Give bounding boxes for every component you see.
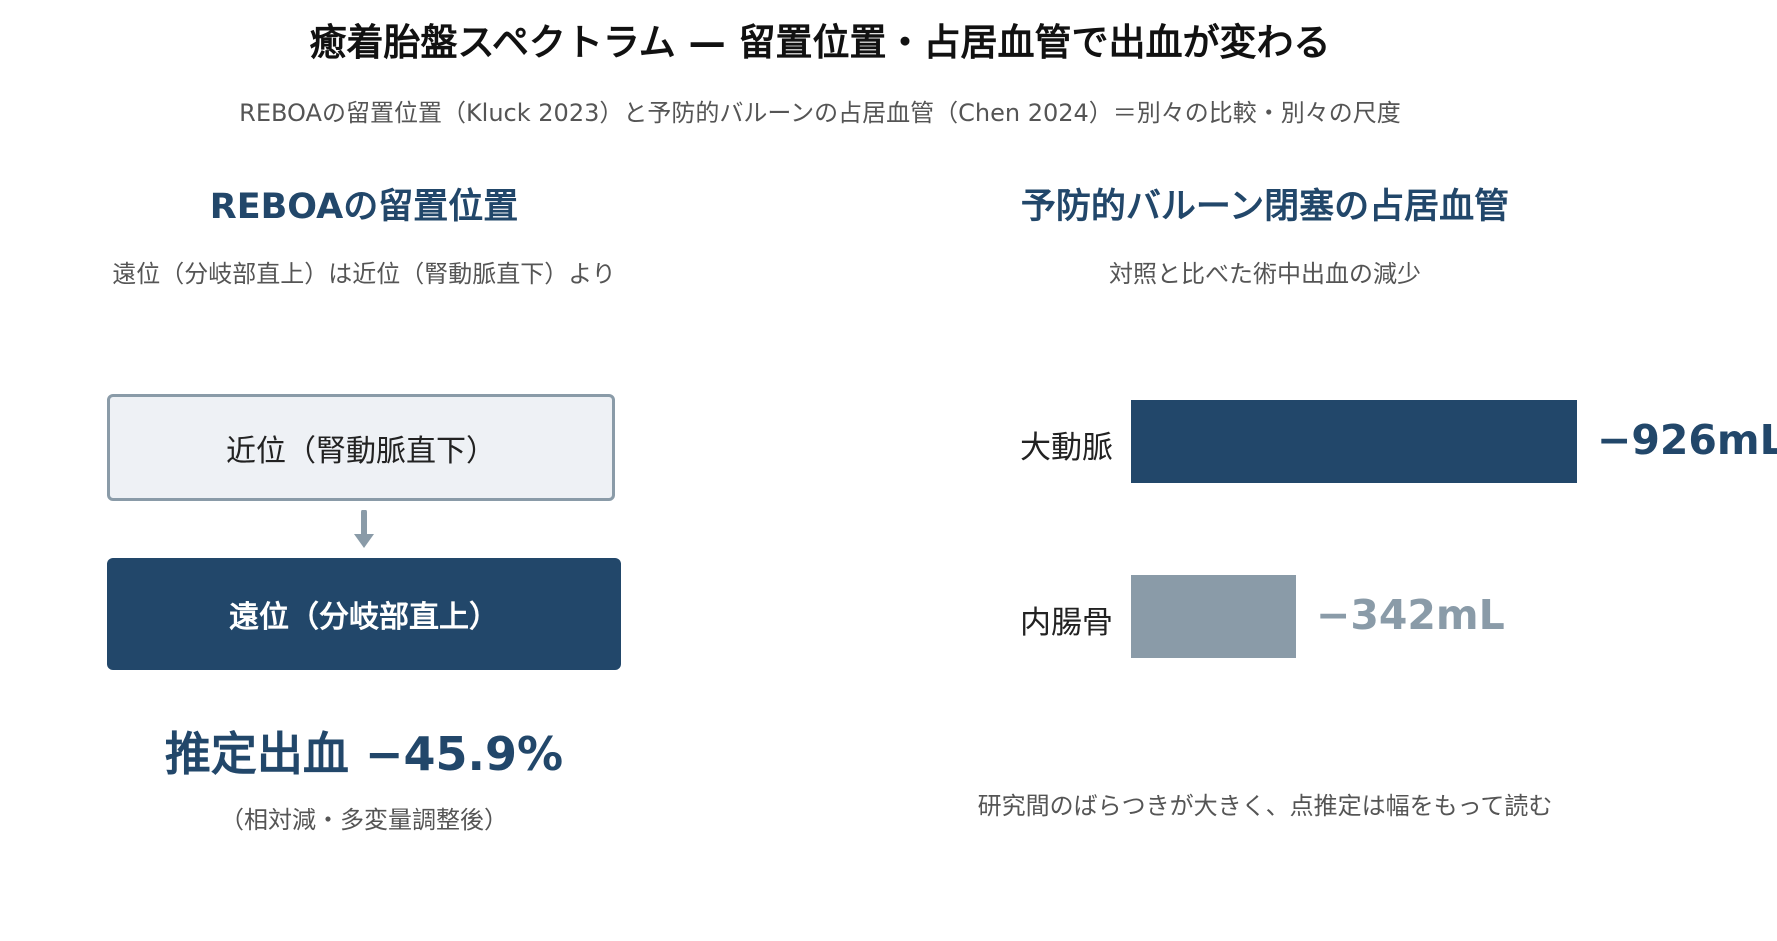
proximal-box: 近位（腎動脈直下） <box>107 394 615 501</box>
bar-value-label: −926mL <box>1597 416 1777 464</box>
estimate-note: （相対減・多変量調整後） <box>220 806 508 834</box>
left-panel-subtitle: 遠位（分岐部直上）は近位（腎動脈直下）より <box>112 260 616 288</box>
arrow-down-icon <box>354 510 374 548</box>
proximal-box-label: 近位（腎動脈直下） <box>226 433 496 469</box>
bar-category-label: 内腸骨 <box>1020 605 1113 641</box>
right-panel-subtitle: 対照と比べた術中出血の減少 <box>1109 260 1421 288</box>
page-title: 癒着胎盤スペクトラム — 留置位置・占居血管で出血が変わる <box>309 21 1331 64</box>
footnote: 研究間のばらつきが大きく、点推定は幅をもって読む <box>977 792 1553 820</box>
distal-box-label: 遠位（分岐部直上） <box>229 600 499 635</box>
bar <box>1131 575 1296 658</box>
page-subtitle: REBOAの留置位置（Kluck 2023）と予防的バルーンの占居血管（Chen… <box>239 99 1401 127</box>
bar-value-label: −342mL <box>1316 591 1505 639</box>
estimated-bleeding-reduction: 推定出血 −45.9% <box>164 727 564 781</box>
right-panel-title: 予防的バルーン閉塞の占居血管 <box>1020 187 1510 227</box>
bar-category-label: 大動脈 <box>1020 430 1113 466</box>
left-panel-title: REBOAの留置位置 <box>209 187 519 227</box>
bar <box>1131 400 1577 483</box>
distal-box: 遠位（分岐部直上） <box>107 558 621 670</box>
